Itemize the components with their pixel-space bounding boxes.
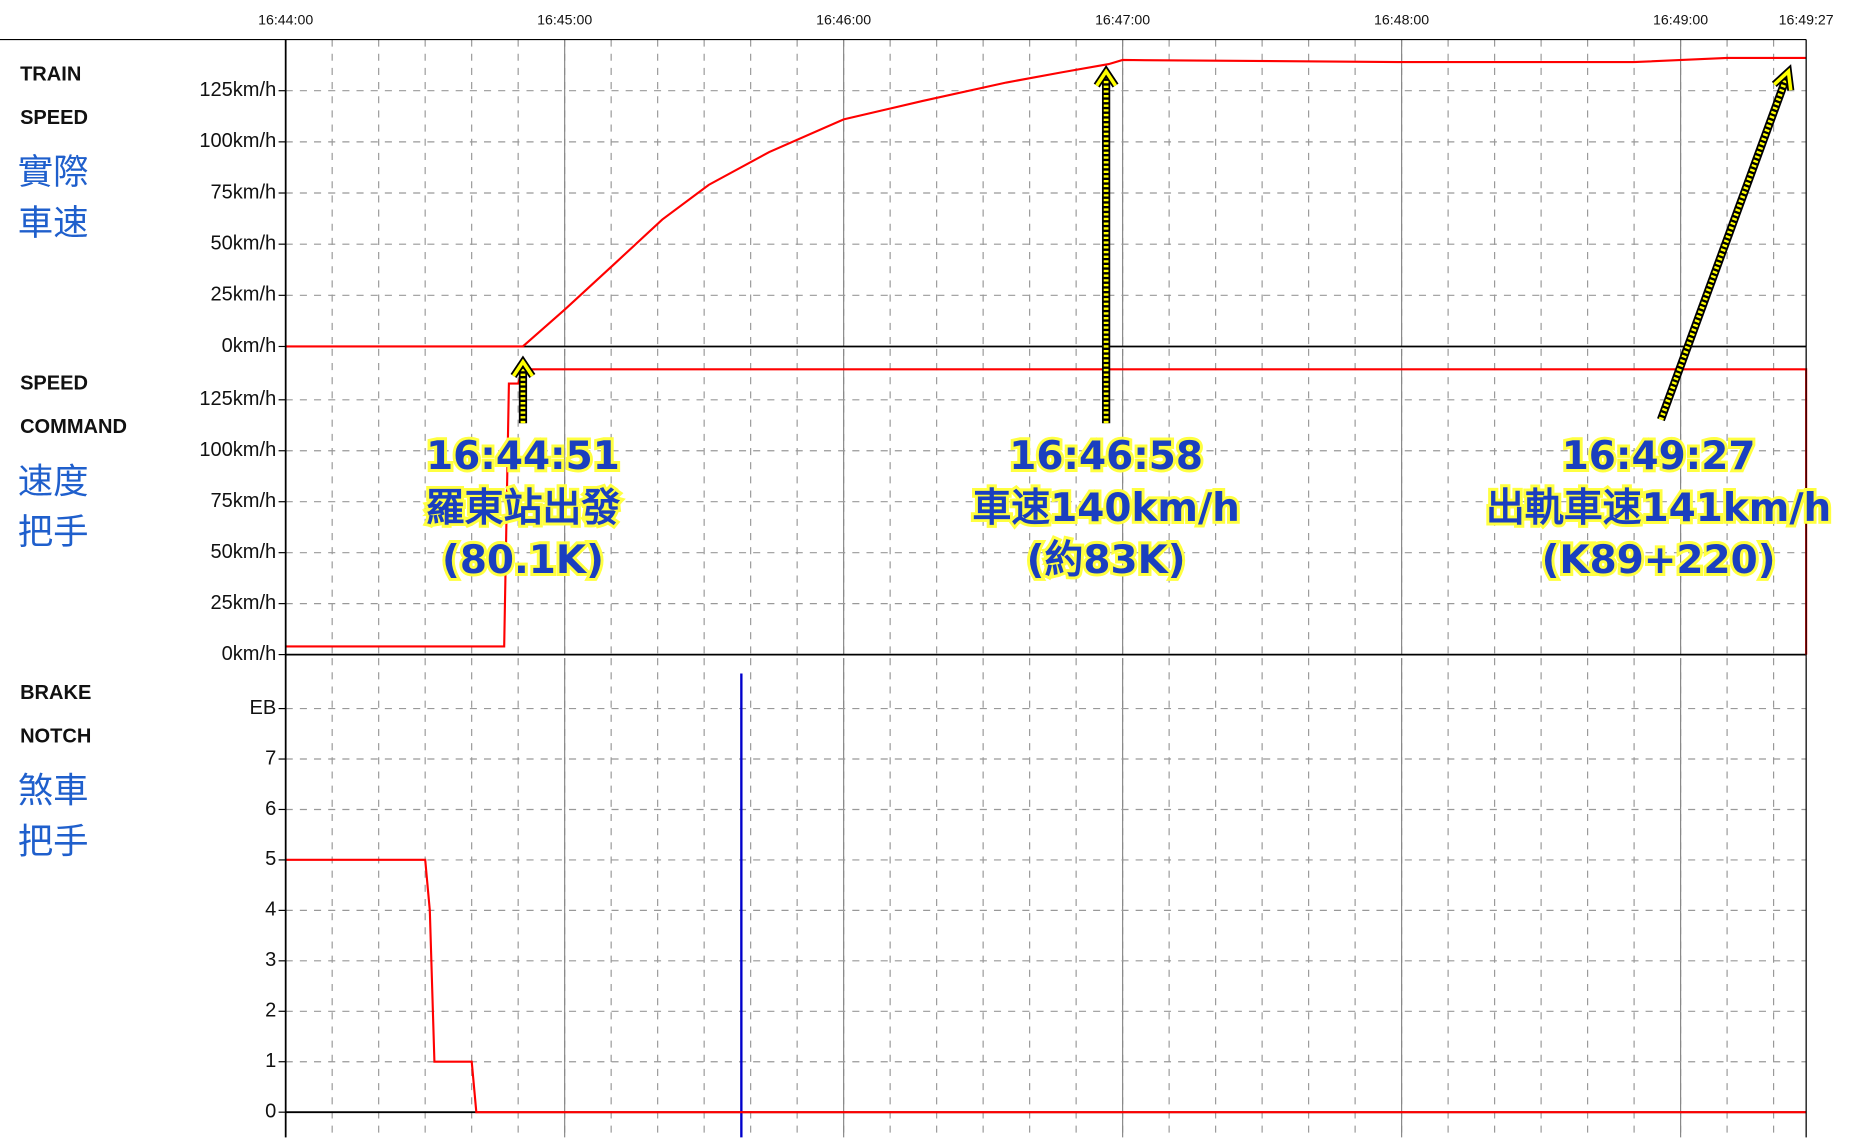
annotation-text: 16:46:58: [1009, 434, 1203, 479]
annotation-text: 羅東站出發: [426, 486, 621, 531]
arrow-head: [1095, 68, 1118, 87]
arrow-head: [1773, 67, 1793, 91]
y-tick-label: 0km/h: [222, 643, 277, 665]
y-tick-label: 25km/h: [210, 284, 276, 306]
y-tick-label: 1: [265, 1050, 276, 1072]
y-tick-label: 50km/h: [210, 232, 276, 254]
y-tick-label: 6: [265, 798, 276, 820]
panel-subtitle: 把手: [18, 512, 89, 553]
x-tick-label: 16:45:00: [537, 12, 592, 28]
x-tick-label: 16:44:00: [258, 12, 313, 28]
annotation-text: 16:44:51: [426, 434, 620, 479]
y-tick-label: 25km/h: [210, 592, 276, 614]
panel-subtitle: 速度: [18, 461, 89, 502]
panel-title: TRAIN: [20, 63, 81, 85]
arrow: [1658, 77, 1789, 421]
arrows: [510, 64, 1795, 424]
y-tick-label: 100km/h: [199, 439, 276, 461]
y-tick-label: 0km/h: [222, 335, 277, 357]
panel-title: SPEED: [20, 373, 88, 395]
panel-title: COMMAND: [20, 416, 127, 438]
annotation-text: 車速140km/h: [972, 486, 1240, 531]
y-tick-label: 125km/h: [199, 79, 276, 101]
annotation-text: (K89+220): [1542, 538, 1776, 583]
x-tick-label: 16:49:00: [1653, 12, 1708, 28]
frame: [0, 38, 1807, 1138]
annotation-text: (80.1K): [442, 538, 604, 583]
x-tick-label: 16:48:00: [1374, 12, 1429, 28]
y-tick-label: 100km/h: [199, 130, 276, 152]
annotation-text: 16:49:27: [1562, 434, 1756, 479]
panel-title: SPEED: [20, 107, 88, 129]
y-tick-label: EB: [249, 697, 276, 719]
panel-title: NOTCH: [20, 726, 91, 748]
y-tick-label: 75km/h: [210, 490, 276, 512]
panel-subtitle: 實際: [18, 152, 89, 193]
data-line: [285, 858, 1807, 1114]
panel-subtitle: 把手: [18, 821, 89, 862]
y-tick-label: 7: [265, 747, 276, 769]
y-tick-label: 0: [265, 1100, 276, 1122]
y-tick-label: 125km/h: [199, 388, 276, 410]
y-tick-label: 4: [265, 899, 276, 921]
x-tick-label: 16:49:27: [1779, 12, 1834, 28]
panel-subtitle: 煞車: [18, 771, 89, 812]
annotation-text: 出軌車速141km/h: [1486, 486, 1831, 531]
panel-title: BRAKE: [20, 682, 91, 704]
arrow-head: [512, 358, 534, 377]
y-tick-label: 50km/h: [210, 541, 276, 563]
y-tick-label: 75km/h: [210, 181, 276, 203]
x-tick-label: 16:46:00: [816, 12, 871, 28]
data-line: [285, 56, 1807, 348]
panel-subtitle: 車速: [18, 203, 89, 244]
y-tick-label: 3: [265, 949, 276, 971]
annotation-text: (約83K): [1027, 538, 1186, 583]
y-tick-label: 5: [265, 848, 276, 870]
y-tick-label: 2: [265, 1000, 276, 1022]
x-tick-label: 16:47:00: [1095, 12, 1150, 28]
